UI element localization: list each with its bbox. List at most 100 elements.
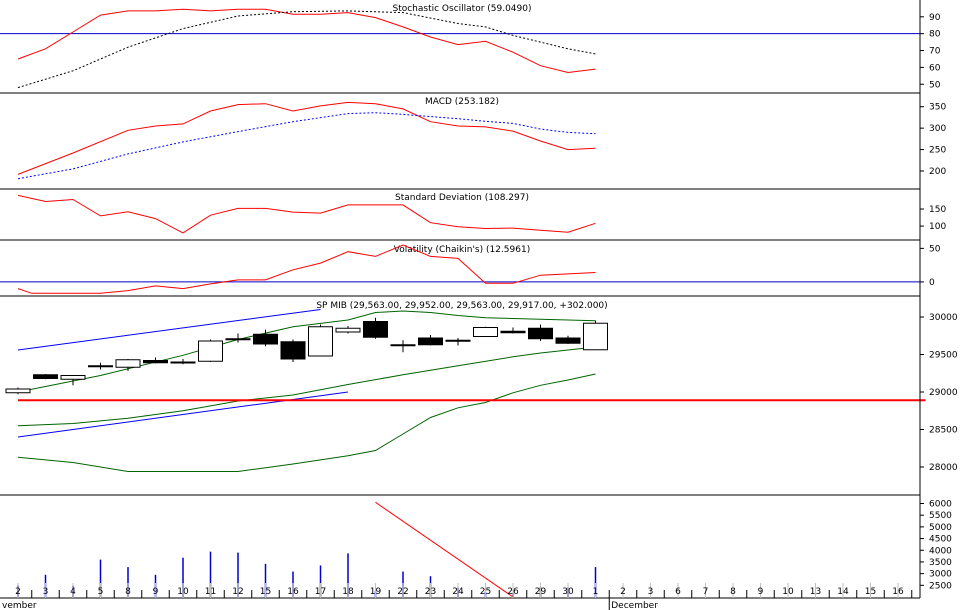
y-tick-label: 100: [929, 222, 946, 232]
y-tick-label: 2500: [929, 581, 952, 591]
candle-body: [280, 341, 306, 360]
standard-deviation-plot: 100 150: [17, 194, 946, 234]
macd-title: MACD (253.182): [425, 97, 499, 107]
x-tick-label: 3: [648, 587, 654, 597]
y-tick-label: 200: [929, 167, 946, 177]
x-tick-label: 4: [70, 587, 76, 597]
volatility-plot: 0 50: [0, 244, 941, 294]
standard-deviation-title: Standard Deviation (108.297): [395, 193, 529, 203]
y-tick-label: 5500: [929, 511, 952, 521]
x-tick-label: 25: [480, 587, 491, 597]
y-tick-label: 300: [929, 124, 946, 134]
y-tick-label: 28000: [929, 463, 958, 473]
x-tick-label: 15: [260, 587, 271, 597]
x-tick-label: 12: [232, 587, 243, 597]
y-tick-label: 80: [929, 30, 941, 40]
x-tick-label: 24: [452, 587, 464, 597]
y-tick-label: 250: [929, 146, 946, 156]
candle-body: [143, 360, 168, 364]
panel-macd: MACD (253.182) 200 250 300 350: [0, 97, 946, 190]
y-tick-label: 3500: [929, 558, 952, 568]
candle-body: [33, 374, 58, 379]
candle-body: [115, 359, 141, 368]
y-tick-label: 4000: [929, 546, 952, 556]
panel-volatility: Volatility (Chaikin's) (12.5961) 0 50: [0, 244, 941, 297]
candle-body: [5, 388, 31, 394]
x-tick-label: 10: [782, 587, 794, 597]
candle-body: [445, 339, 471, 342]
macd-plot: 200 250 300 350: [17, 101, 946, 180]
x-tick-label: 19: [370, 587, 382, 597]
price-plot: 28000 28500 29000 29500 30000: [5, 309, 958, 473]
price-title: SP MIB (29,563.00, 29,952.00, 29,563.00,…: [316, 301, 607, 311]
overlay-line-2: [17, 373, 596, 472]
x-tick-label: 9: [153, 587, 159, 597]
y-tick-label: 70: [929, 47, 941, 57]
series-line-0: [17, 8, 596, 74]
x-tick-label: 10: [177, 587, 189, 597]
y-tick-label: 5000: [929, 523, 952, 533]
candle-body: [555, 337, 581, 344]
x-tick-label: 1: [593, 587, 599, 597]
y-tick-label: 90: [929, 13, 941, 23]
y-tick-label: 4500: [929, 535, 952, 545]
y-tick-label: 6000: [929, 500, 952, 510]
y-tick-label: 50: [929, 80, 941, 90]
candle-body: [225, 338, 251, 341]
panel-standard-deviation: Standard Deviation (108.297) 100 150: [0, 193, 946, 241]
candle-body: [473, 327, 498, 337]
x-axis: 2 3 4 5 8 9 10 11 12 15 16 17 18 19 22 23 24 25 26 29 30 1 2 3 6…: [2, 583, 913, 610]
y-tick-label: 50: [929, 244, 941, 254]
stochastic-plot: 50 60 70 80 90: [0, 8, 941, 90]
x-tick-label: 9: [758, 587, 764, 597]
series-line-0: [17, 194, 596, 234]
y-tick-label: 28500: [929, 426, 958, 436]
y-tick-label: 150: [929, 205, 946, 215]
x-tick-label: 8: [730, 587, 736, 597]
volume-trendline: [375, 501, 514, 598]
candle-body: [390, 344, 416, 347]
x-tick-label: 15: [865, 587, 876, 597]
candle-body: [170, 361, 196, 364]
x-tick-label: 3: [43, 587, 49, 597]
x-tick-label: 29: [535, 587, 547, 597]
x-tick-label: 18: [342, 587, 354, 597]
x-tick-label: 13: [810, 587, 821, 597]
x-tick-label: 16: [892, 587, 904, 597]
x-tick-label: 30: [562, 587, 574, 597]
candle-body: [335, 327, 361, 333]
x-month-label: December: [611, 601, 658, 610]
series-line-0: [17, 244, 596, 294]
panel-stochastic: Stochastic Oscillator (59.0490) 50 60 70 80…: [0, 4, 941, 94]
candle-body: [88, 365, 113, 368]
y-tick-label: 3000: [929, 570, 952, 580]
panel-price: SP MIB (29,563.00, 29,952.00, 29,563.00,…: [0, 301, 958, 496]
series-line-1: [17, 112, 596, 180]
y-tick-label: 30000: [929, 313, 958, 323]
candle-body: [528, 327, 553, 340]
y-tick-label: 60: [929, 63, 941, 73]
y-tick-label: 350: [929, 103, 946, 113]
x-tick-label: 14: [837, 587, 849, 597]
x-tick-label: 7: [703, 587, 709, 597]
candle-body: [198, 340, 223, 362]
y-tick-label: 29500: [929, 351, 958, 361]
x-tick-label: 8: [125, 587, 131, 597]
x-tick-label: 5: [98, 587, 104, 597]
x-tick-label: 2: [15, 587, 21, 597]
candle-body: [253, 333, 278, 345]
candle-body: [583, 322, 608, 351]
x-tick-label: 16: [287, 587, 299, 597]
y-tick-label: 0: [929, 278, 935, 288]
y-tick-label: 29000: [929, 388, 958, 398]
x-month-label: vember: [2, 601, 37, 610]
x-tick-label: 26: [507, 587, 519, 597]
volatility-title: Volatility (Chaikin's) (12.5961): [394, 245, 530, 255]
x-tick-label: 2: [620, 587, 626, 597]
x-tick-label: 22: [397, 587, 408, 597]
candle-body: [308, 326, 333, 357]
stochastic-title: Stochastic Oscillator (59.0490): [392, 4, 531, 14]
series-line-1: [17, 10, 596, 89]
